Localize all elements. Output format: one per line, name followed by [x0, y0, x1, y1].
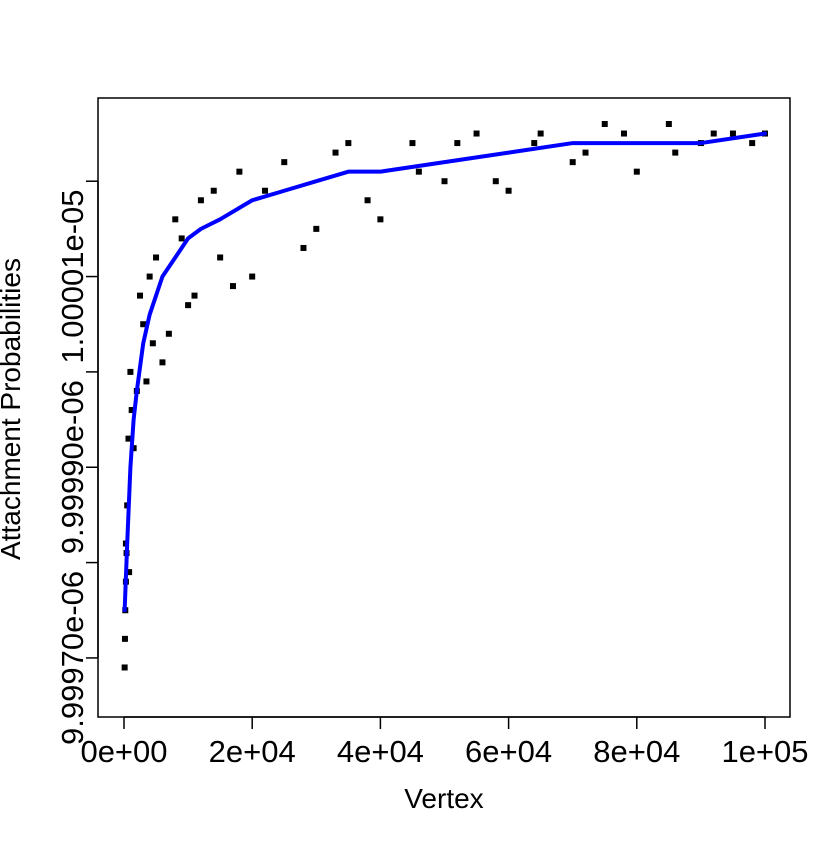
scatter-point: [143, 378, 150, 385]
x-tick-label: 4e+04: [337, 734, 424, 769]
scatter-point: [505, 187, 512, 194]
scatter-point: [620, 130, 627, 137]
scatter-point: [127, 368, 134, 375]
scatter-point: [710, 130, 717, 137]
scatter-point: [172, 216, 179, 223]
scatter-point: [185, 302, 192, 309]
scatter-point: [409, 140, 416, 147]
scatter-point: [313, 225, 320, 232]
x-axis: 0e+00 2e+04 4e+04 6e+04 8e+04 1e+05: [80, 716, 809, 769]
scatter-point: [236, 168, 243, 175]
scatter-point: [146, 273, 153, 280]
scatter-point: [749, 140, 756, 147]
scatter-point: [441, 178, 448, 185]
scatter-point: [191, 292, 198, 299]
y-tick-label: 9.99990e-06: [55, 380, 90, 554]
plot-frame: [97, 97, 791, 718]
scatter-point: [126, 569, 133, 576]
scatter-point: [249, 273, 256, 280]
scatter-point: [345, 140, 352, 147]
x-tick-label: 6e+04: [465, 734, 552, 769]
scatter-point: [415, 168, 422, 175]
y-tick-label: 9.99970e-06: [55, 571, 90, 745]
x-tick-label: 0e+00: [80, 734, 167, 769]
x-tick-label: 1e+05: [721, 734, 808, 769]
scatter-point: [262, 187, 269, 194]
scatter-point: [633, 168, 640, 175]
scatter-point: [601, 121, 608, 127]
scatter-point: [492, 178, 499, 185]
scatter-point: [665, 121, 672, 127]
scatter-point: [121, 664, 128, 671]
scatter-point: [531, 140, 538, 147]
scatter-point: [165, 330, 172, 337]
scatter-point: [153, 254, 160, 261]
y-tick-label: 1.00001e-05: [55, 189, 90, 363]
scatter-point: [210, 187, 217, 194]
scatter-point: [197, 197, 204, 204]
scatter-point: [300, 244, 307, 251]
y-axis-label: Attachment Probabilities: [0, 258, 26, 560]
scatter-point: [537, 130, 544, 137]
plot-area: [97, 97, 791, 718]
scatter-point: [569, 159, 576, 166]
scatter-point: [729, 130, 736, 137]
scatter-point: [159, 359, 166, 366]
x-tick-label: 8e+04: [593, 734, 680, 769]
scatter-point: [364, 197, 371, 204]
scatter-point: [178, 235, 185, 242]
scatter-point: [281, 159, 288, 166]
x-axis-label: Vertex: [404, 783, 483, 814]
scatter-point: [377, 216, 384, 223]
scatter-point: [582, 149, 589, 156]
scatter-point: [217, 254, 224, 261]
fitted-curve-line: [122, 131, 767, 613]
scatter-point: [473, 130, 480, 137]
fitted-line-layer: [122, 131, 767, 613]
scatter-point: [149, 340, 156, 347]
scatter-point: [137, 292, 144, 299]
x-tick-label: 2e+04: [209, 734, 296, 769]
scatter-point: [125, 435, 132, 442]
scatter-point: [140, 321, 147, 328]
scatter-points-layer: [121, 121, 768, 671]
scatter-point: [332, 149, 339, 156]
scatter-point: [128, 407, 135, 414]
scatter-point: [229, 283, 236, 290]
scatter-point: [672, 149, 679, 156]
y-axis: 9.99970e-06 9.99990e-06 1.00001e-05: [55, 180, 99, 745]
scatter-point: [121, 635, 128, 642]
scatter-point: [454, 140, 461, 147]
